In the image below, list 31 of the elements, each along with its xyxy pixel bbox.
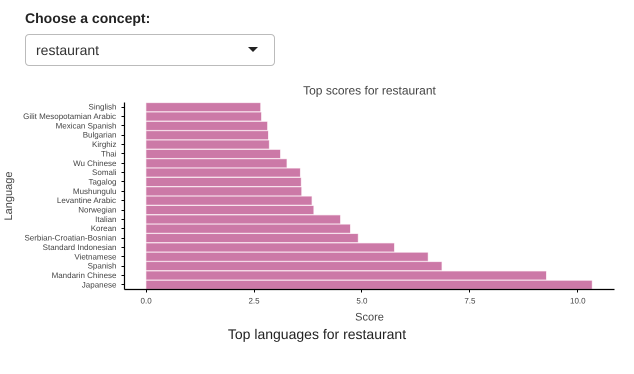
y-tick-label: Mandarin Chinese [52,270,118,280]
y-tick-label: Gilit Mesopotamian Arabic [23,112,116,122]
y-tick-label: Serbian-Croatian-Bosnian [24,234,117,243]
text: restaurant [25,34,275,66]
y-tick-label: Japanese [82,280,118,290]
text: Choose a concept: [25,10,152,26]
x-tick-label: 2.5 [248,296,260,306]
x-tick-label: 7.5 [464,296,476,306]
y-tick-label: Vietnamese [74,252,118,262]
y-tick-label: Korean [90,224,116,234]
y-tick-label: Mushungulu [72,186,117,196]
y-tick-label: Kirghiz [92,140,116,150]
y-tick-label: Singlish [88,102,116,112]
x-axis-title: Score [355,312,384,324]
y-tick-label: Norwegian [78,206,117,215]
y-axis-title: Language [3,172,16,220]
x-tick-label: 5.0 [356,296,368,306]
y-tick-label: Somali [92,168,117,178]
y-tick-label: Bulgarian [82,130,117,140]
y-tick-label: Wu Chinese [73,158,118,168]
y-tick-label: Levantine Arabic [56,196,116,206]
y-tick-label: Tagalog [88,177,117,186]
chart-title: Top scores for restaurant [303,84,437,98]
y-tick-label: Italian [95,214,117,224]
x-tick-label: 0.0 [140,296,152,306]
text: Top languages for restaurant [226,326,408,342]
y-tick-label: Mexican Spanish [56,121,116,130]
y-tick-label: Thai [100,149,117,158]
x-tick-label: 10.0 [570,296,586,306]
y-tick-label: Standard Indonesian [42,242,117,252]
y-tick-label: Spanish [88,262,117,271]
